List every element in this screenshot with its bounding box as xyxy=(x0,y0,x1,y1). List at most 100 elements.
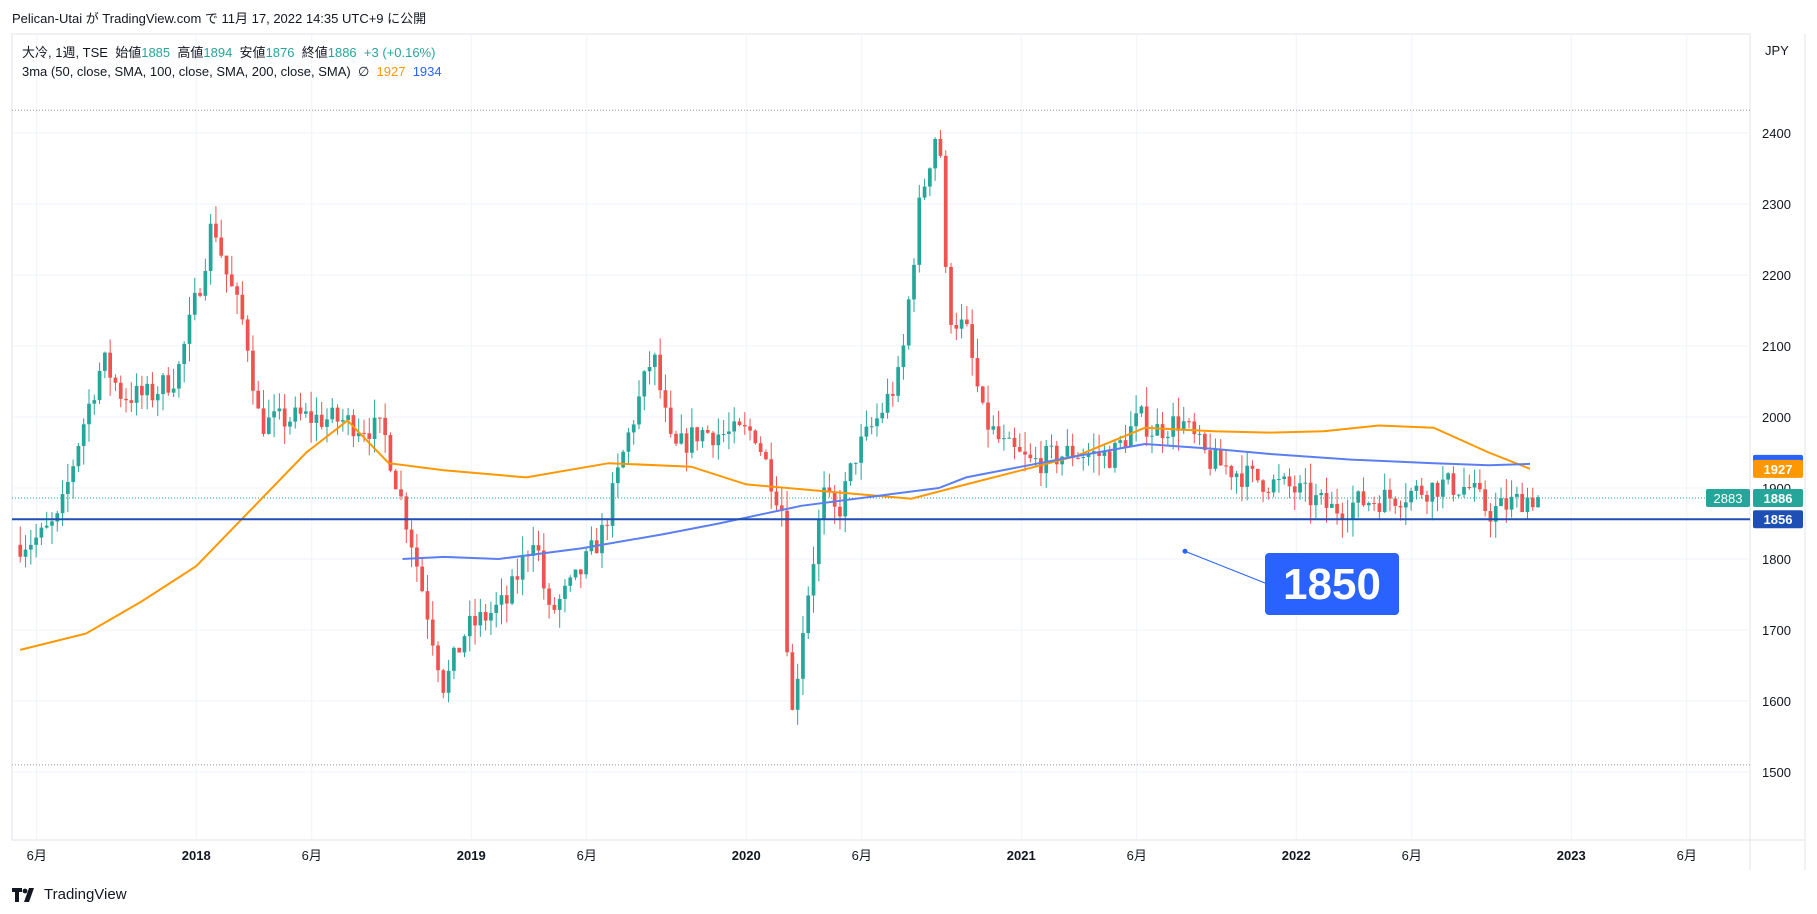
candle-body xyxy=(795,678,800,710)
candle-body xyxy=(229,274,234,287)
candle-body xyxy=(1536,497,1540,508)
candle-body xyxy=(1181,421,1186,431)
x-tick-label: 6月 xyxy=(577,848,597,863)
candle-body xyxy=(816,519,821,565)
candle-body xyxy=(1171,416,1175,437)
candle-body xyxy=(1192,421,1197,435)
candle-body xyxy=(335,407,340,422)
candle-body xyxy=(806,595,811,634)
candle-body xyxy=(1462,486,1466,495)
candle-body xyxy=(965,319,969,325)
candle-body xyxy=(367,433,372,439)
candle-body xyxy=(848,463,853,482)
candle-body xyxy=(409,529,414,548)
candle-body xyxy=(859,436,863,463)
candle-body xyxy=(467,615,472,637)
candle-body xyxy=(50,521,54,526)
x-tick-label: 2020 xyxy=(732,848,761,863)
candle-body xyxy=(986,402,990,430)
candle-body xyxy=(637,396,641,425)
candle-body xyxy=(980,386,985,403)
candle-body xyxy=(1134,413,1138,427)
candle-body xyxy=(949,266,953,325)
candle-body xyxy=(737,421,742,425)
candle-body xyxy=(1081,457,1086,459)
tradingview-brand[interactable]: TradingView xyxy=(12,886,127,903)
candle-body xyxy=(272,411,276,418)
candle-body xyxy=(1425,494,1429,502)
candle-body xyxy=(1451,473,1456,495)
candle-body xyxy=(298,407,303,414)
candle-body xyxy=(838,506,842,517)
candle-body xyxy=(436,645,440,671)
candle-body xyxy=(1107,451,1112,468)
candle-body xyxy=(425,591,430,620)
candle-body xyxy=(1017,446,1022,452)
candle-body xyxy=(18,544,23,557)
candle-body xyxy=(415,547,419,567)
y-tick-label: 2300 xyxy=(1762,197,1791,212)
candle-body xyxy=(92,400,97,404)
candle-body xyxy=(404,496,409,530)
candle-body xyxy=(790,652,795,710)
candle-body xyxy=(832,491,837,507)
time-axis: 6月 2018 6月 2019 6月 2020 6月 2021 6月 2022 6月 2023 6月 xyxy=(27,848,1697,863)
candle-body xyxy=(774,491,779,506)
candle-body xyxy=(785,510,789,653)
candle-body xyxy=(1277,479,1281,481)
candle-body xyxy=(261,408,266,434)
price-tag-box xyxy=(1753,510,1803,529)
legend-high: 1894 xyxy=(203,45,233,60)
candle-body xyxy=(462,636,467,653)
candle-body xyxy=(55,513,60,522)
candle-body xyxy=(457,647,462,653)
candle-body xyxy=(1483,489,1488,512)
candle-body xyxy=(1261,480,1265,492)
candle-body xyxy=(198,292,202,296)
x-tick-label: 6月 xyxy=(27,848,47,863)
x-tick-label: 2018 xyxy=(182,848,211,863)
candle-body xyxy=(1393,498,1398,506)
candle-body xyxy=(103,352,107,371)
candle-body xyxy=(1488,511,1493,522)
candle-body xyxy=(277,408,282,412)
candle-body xyxy=(325,419,329,427)
candle-body xyxy=(330,407,335,420)
candle-body xyxy=(1054,445,1059,465)
candle-body xyxy=(742,424,747,427)
candle-body xyxy=(896,367,900,396)
candle-body xyxy=(1499,498,1503,507)
candle-body xyxy=(1472,483,1477,488)
legend-open: 1885 xyxy=(141,45,171,60)
candle-body xyxy=(420,566,425,592)
candle-body xyxy=(293,407,298,422)
y-tick-label: 1600 xyxy=(1762,694,1791,709)
candle-body xyxy=(224,255,229,275)
candle-body xyxy=(801,633,805,679)
candle-body xyxy=(732,421,737,432)
candle-body xyxy=(1377,503,1382,512)
candle-body xyxy=(605,524,610,526)
candle-body xyxy=(81,424,86,446)
candle-body xyxy=(1329,503,1334,508)
candle-body xyxy=(811,564,816,596)
candle-body xyxy=(938,139,943,156)
candle-body xyxy=(251,350,255,391)
candle-body xyxy=(118,382,123,399)
ma-legend[interactable]: 3ma (50, close, SMA, 100, close, SMA, 20… xyxy=(22,64,442,80)
y-tick-label: 2100 xyxy=(1762,339,1791,354)
candle-body xyxy=(679,433,684,444)
candle-body xyxy=(1398,505,1403,508)
candle-body xyxy=(362,432,366,434)
ma-legend-value-200: 1934 xyxy=(412,64,442,79)
candle-body xyxy=(1113,442,1117,468)
ma200-line xyxy=(402,442,1531,561)
candle-body xyxy=(1319,492,1324,496)
candle-body xyxy=(917,197,922,265)
price-tag-box xyxy=(1753,459,1803,478)
x-tick-label: 6月 xyxy=(1677,848,1697,863)
candle-body xyxy=(510,576,514,604)
symbol-legend: 大冷, 1週, TSE 始値1885 高値1894 安値1876 終値1886 … xyxy=(22,42,435,61)
candle-body xyxy=(578,569,583,575)
